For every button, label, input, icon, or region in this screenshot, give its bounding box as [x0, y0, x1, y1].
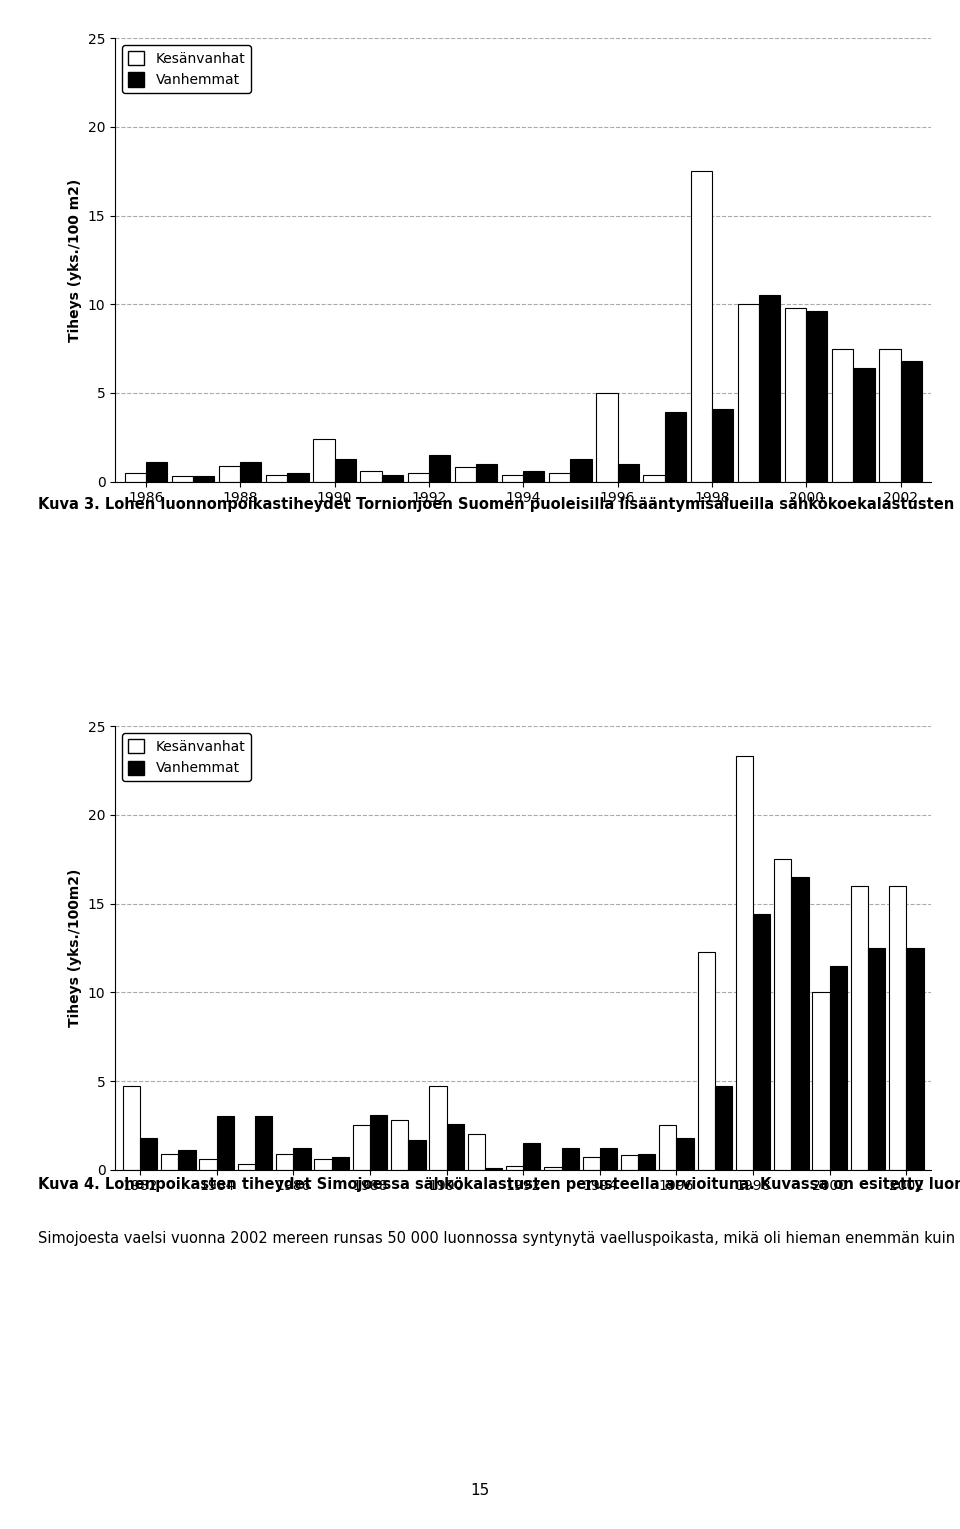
- Bar: [334, 459, 356, 482]
- Bar: [476, 463, 497, 482]
- Bar: [502, 474, 523, 482]
- Bar: [294, 1148, 311, 1170]
- Bar: [240, 462, 261, 482]
- Bar: [583, 1157, 600, 1170]
- Bar: [276, 1154, 294, 1170]
- Bar: [123, 1086, 140, 1170]
- Legend: Kesänvanhat, Vanhemmat: Kesänvanhat, Vanhemmat: [122, 734, 251, 781]
- Bar: [193, 477, 214, 482]
- Bar: [506, 1167, 523, 1170]
- Bar: [429, 1086, 446, 1170]
- Bar: [562, 1148, 579, 1170]
- Bar: [172, 477, 193, 482]
- Bar: [485, 1168, 502, 1170]
- Bar: [690, 171, 712, 482]
- Bar: [523, 471, 544, 482]
- Bar: [549, 472, 570, 482]
- Bar: [146, 462, 167, 482]
- Y-axis label: Tiheys (yks./100 m2): Tiheys (yks./100 m2): [68, 179, 83, 341]
- Bar: [851, 885, 868, 1170]
- Bar: [370, 1115, 387, 1170]
- Bar: [806, 312, 828, 482]
- Bar: [774, 859, 791, 1170]
- Bar: [544, 1167, 562, 1170]
- Bar: [125, 472, 146, 482]
- Bar: [853, 368, 875, 482]
- Bar: [219, 466, 240, 482]
- Bar: [621, 1156, 638, 1170]
- Bar: [455, 468, 476, 482]
- Bar: [906, 948, 924, 1170]
- Bar: [617, 463, 638, 482]
- Bar: [812, 992, 829, 1170]
- Bar: [759, 295, 780, 482]
- Bar: [238, 1165, 255, 1170]
- Bar: [446, 1124, 464, 1170]
- Bar: [643, 474, 664, 482]
- Bar: [879, 349, 900, 482]
- Bar: [200, 1159, 217, 1170]
- Bar: [829, 966, 847, 1170]
- Text: 15: 15: [470, 1483, 490, 1498]
- Bar: [217, 1116, 234, 1170]
- Bar: [900, 361, 922, 482]
- Y-axis label: Tiheys (yks./100m2): Tiheys (yks./100m2): [68, 868, 83, 1027]
- Bar: [140, 1138, 157, 1170]
- Bar: [889, 885, 906, 1170]
- Text: Kuva 4. Lohenpoikasten tiheydet Simojoessa sähkökalastusten perusteella arvioitu: Kuva 4. Lohenpoikasten tiheydet Simojoes…: [38, 1177, 960, 1193]
- Bar: [382, 474, 403, 482]
- Bar: [331, 1157, 348, 1170]
- Bar: [832, 349, 853, 482]
- Bar: [313, 439, 334, 482]
- Bar: [698, 951, 715, 1170]
- Bar: [287, 472, 308, 482]
- Bar: [712, 408, 733, 482]
- Bar: [391, 1121, 408, 1170]
- Bar: [738, 304, 759, 482]
- Bar: [868, 948, 885, 1170]
- Bar: [255, 1116, 273, 1170]
- Bar: [735, 757, 753, 1170]
- Bar: [596, 393, 617, 482]
- Bar: [664, 413, 686, 482]
- Bar: [408, 472, 429, 482]
- Bar: [161, 1154, 179, 1170]
- Bar: [523, 1144, 540, 1170]
- Bar: [570, 459, 591, 482]
- Bar: [266, 474, 287, 482]
- Bar: [179, 1150, 196, 1170]
- Bar: [360, 471, 382, 482]
- Bar: [315, 1159, 331, 1170]
- Bar: [677, 1138, 694, 1170]
- Text: Kuva 3. Lohen luonnonpoikastiheydet Tornionjoen Suomen puoleisilla lisääntymisal: Kuva 3. Lohen luonnonpoikastiheydet Torn…: [38, 497, 960, 512]
- Text: Simojoesta vaelsi vuonna 2002 mereen runsas 50 000 luonnossa syntynytä vaelluspo: Simojoesta vaelsi vuonna 2002 mereen run…: [38, 1231, 960, 1246]
- Bar: [468, 1135, 485, 1170]
- Bar: [638, 1154, 656, 1170]
- Bar: [791, 878, 808, 1170]
- Legend: Kesänvanhat, Vanhemmat: Kesänvanhat, Vanhemmat: [122, 46, 251, 93]
- Bar: [408, 1139, 425, 1170]
- Bar: [715, 1086, 732, 1170]
- Bar: [429, 456, 450, 482]
- Bar: [352, 1125, 370, 1170]
- Bar: [753, 914, 770, 1170]
- Bar: [785, 307, 806, 482]
- Bar: [660, 1125, 677, 1170]
- Bar: [600, 1148, 617, 1170]
